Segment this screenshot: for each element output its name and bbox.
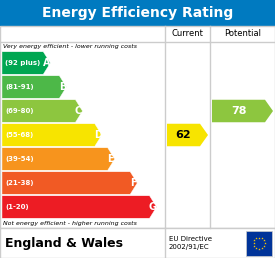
Polygon shape: [167, 124, 208, 146]
Polygon shape: [2, 76, 66, 98]
Bar: [0, 228, 275, 258]
Text: Potential: Potential: [224, 29, 261, 38]
Text: (69-80): (69-80): [5, 108, 34, 114]
Polygon shape: [2, 124, 102, 146]
Text: (39-54): (39-54): [5, 156, 34, 162]
Text: 62: 62: [176, 130, 191, 140]
Bar: [0, 26, 275, 228]
Text: B: B: [59, 82, 66, 92]
Polygon shape: [2, 148, 115, 170]
Polygon shape: [212, 100, 273, 122]
Polygon shape: [2, 100, 82, 122]
Text: Not energy efficient - higher running costs: Not energy efficient - higher running co…: [3, 221, 137, 226]
Text: (1-20): (1-20): [5, 204, 29, 210]
Polygon shape: [2, 196, 156, 218]
Text: England & Wales: England & Wales: [5, 237, 123, 249]
Text: (81-91): (81-91): [5, 84, 34, 90]
Text: F: F: [130, 178, 137, 188]
Polygon shape: [2, 172, 137, 194]
Bar: [246, 230, 272, 255]
Text: (92 plus): (92 plus): [5, 60, 40, 66]
Polygon shape: [2, 52, 50, 74]
Bar: [0, 0, 275, 26]
Text: Very energy efficient - lower running costs: Very energy efficient - lower running co…: [3, 44, 137, 49]
Text: Current: Current: [172, 29, 204, 38]
Text: D: D: [94, 130, 102, 140]
Text: (55-68): (55-68): [5, 132, 33, 138]
Text: A: A: [43, 58, 50, 68]
Text: E: E: [107, 154, 114, 164]
Text: (21-38): (21-38): [5, 180, 34, 186]
Text: EU Directive
2002/91/EC: EU Directive 2002/91/EC: [169, 236, 212, 250]
Text: G: G: [148, 202, 156, 212]
Text: C: C: [75, 106, 82, 116]
Text: 78: 78: [231, 106, 246, 116]
Text: Energy Efficiency Rating: Energy Efficiency Rating: [42, 6, 233, 20]
